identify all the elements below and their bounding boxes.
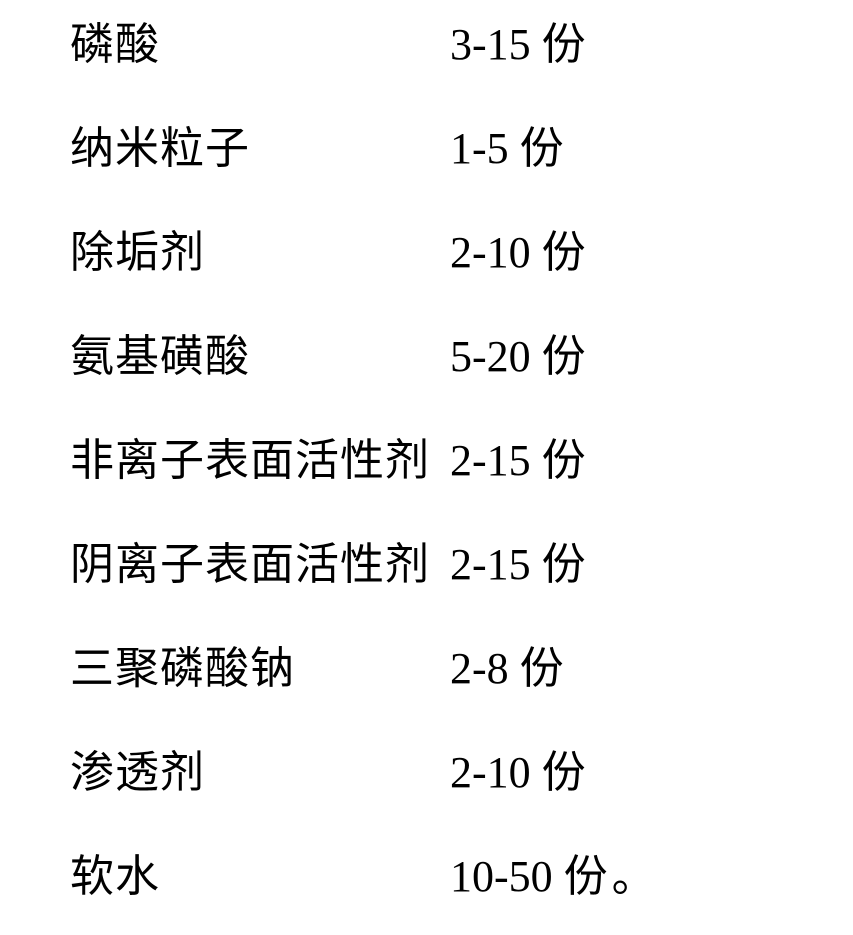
- component-label: 磷酸: [70, 8, 450, 72]
- component-label: 非离子表面活性剂: [70, 424, 450, 488]
- table-row: 非离子表面活性剂 2-15 份: [70, 424, 853, 528]
- component-value: 3-15 份: [450, 8, 586, 72]
- table-row: 三聚磷酸钠 2-8 份: [70, 632, 853, 736]
- terminal-period: 。: [612, 840, 656, 904]
- component-label: 三聚磷酸钠: [70, 632, 450, 696]
- component-value: 2-15 份: [450, 424, 586, 488]
- component-value: 1-5 份: [450, 112, 564, 176]
- table-row: 除垢剂 2-10 份: [70, 216, 853, 320]
- table-row: 软水 10-50 份 。: [70, 840, 853, 935]
- table-row: 氨基磺酸 5-20 份: [70, 320, 853, 424]
- component-value: 2-10 份: [450, 736, 586, 800]
- component-value: 2-10 份: [450, 216, 586, 280]
- component-label: 软水: [70, 840, 450, 904]
- component-label: 阴离子表面活性剂: [70, 528, 450, 592]
- component-label: 渗透剂: [70, 736, 450, 800]
- table-row: 磷酸 3-15 份: [70, 8, 853, 112]
- component-value: 10-50 份: [450, 840, 608, 904]
- table-row: 纳米粒子 1-5 份: [70, 112, 853, 216]
- component-value: 2-15 份: [450, 528, 586, 592]
- component-value: 2-8 份: [450, 632, 564, 696]
- component-label: 除垢剂: [70, 216, 450, 280]
- component-value: 5-20 份: [450, 320, 586, 384]
- component-label: 纳米粒子: [70, 112, 450, 176]
- table-row: 阴离子表面活性剂 2-15 份: [70, 528, 853, 632]
- component-label: 氨基磺酸: [70, 320, 450, 384]
- table-row: 渗透剂 2-10 份: [70, 736, 853, 840]
- composition-table: 磷酸 3-15 份 纳米粒子 1-5 份 除垢剂 2-10 份 氨基磺酸 5-2…: [0, 0, 853, 935]
